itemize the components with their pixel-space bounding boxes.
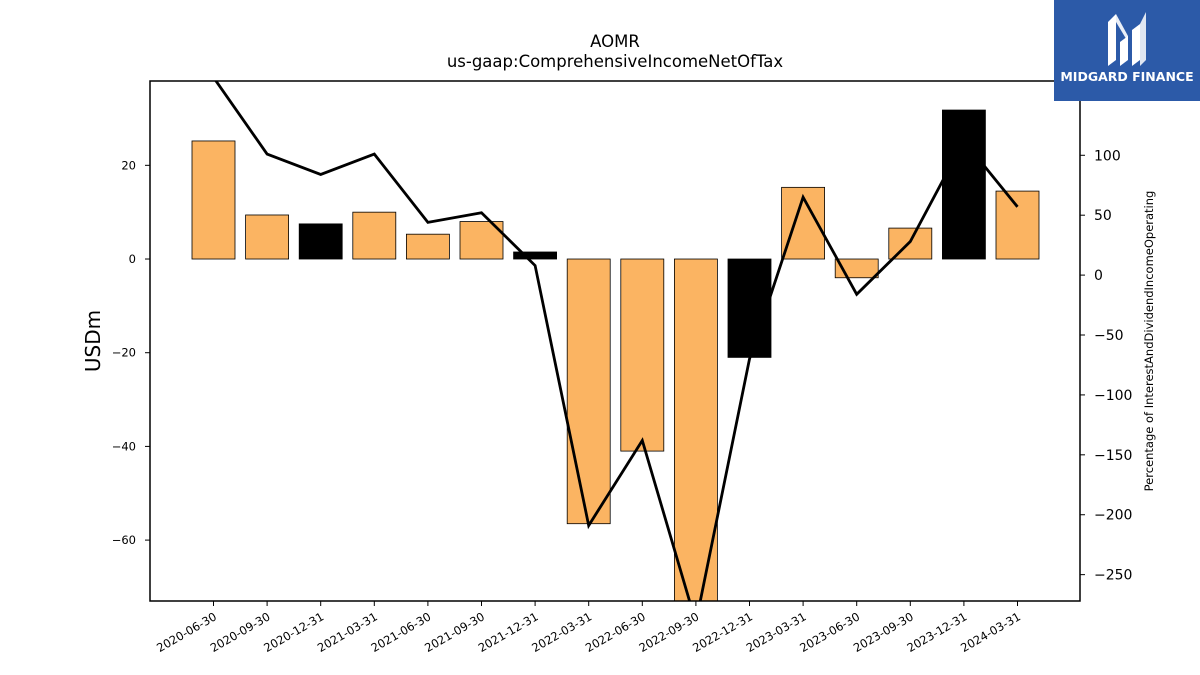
bar — [405, 233, 450, 260]
series-line — [214, 81, 1019, 601]
y2-tick-label: −50 — [1094, 328, 1124, 344]
x-tick-label: 2021-12-31 — [476, 609, 541, 655]
logo-text: MIDGARD FINANCE — [1060, 69, 1194, 84]
bar — [942, 109, 986, 260]
bar — [727, 258, 772, 358]
x-tick-label: 2021-06-30 — [369, 609, 434, 655]
midgard-logo: MIDGARD FINANCE — [1054, 0, 1200, 101]
x-tick-label: 2020-09-30 — [208, 609, 273, 655]
midgard-logo-icon — [1108, 12, 1146, 66]
y-tick-label: −60 — [112, 533, 136, 547]
y-axis-label: USDm — [81, 310, 105, 372]
bar — [245, 214, 290, 260]
y-tick-label: 20 — [121, 158, 136, 172]
bar — [513, 251, 557, 260]
y-tick-label: −20 — [112, 346, 136, 360]
bar — [674, 258, 718, 601]
x-tick-label: 2020-06-30 — [154, 609, 219, 655]
x-tick-label: 2023-09-30 — [851, 609, 916, 655]
x-tick-label: 2021-09-30 — [422, 609, 487, 655]
bar — [191, 140, 236, 260]
x-tick-label: 2022-09-30 — [637, 609, 702, 655]
x-tick-label: 2023-06-30 — [797, 609, 862, 655]
x-tick-label: 2023-12-31 — [905, 609, 970, 655]
bar — [620, 258, 665, 452]
x-tick-label: 2022-06-30 — [583, 609, 648, 655]
y2-tick-label: 50 — [1094, 208, 1112, 224]
y2-tick-label: −200 — [1094, 508, 1132, 524]
x-tick-label: 2022-03-31 — [529, 609, 594, 655]
chart-subtitle: us-gaap:ComprehensiveIncomeNetOfTax — [446, 52, 784, 71]
plot-layer — [191, 81, 1040, 601]
x-tick-label: 2020-12-31 — [261, 609, 326, 655]
x-tick-label: 2024-03-31 — [958, 609, 1023, 655]
y2-axis-label: Percentage of InterestAndDividendIncomeO… — [1142, 191, 1156, 492]
y-tick-label: −40 — [112, 439, 136, 453]
y2-tick-label: −150 — [1094, 448, 1132, 464]
x-tick-label: 2021-03-31 — [315, 609, 380, 655]
chart-title: AOMR — [590, 32, 640, 51]
plot-frame — [149, 80, 1081, 602]
x-tick-label: 2022-12-31 — [690, 609, 755, 655]
x-tick-label: 2023-03-31 — [744, 609, 809, 655]
y2-tick-label: 0 — [1094, 268, 1103, 284]
y2-tick-label: −100 — [1094, 388, 1132, 404]
bar — [566, 258, 611, 525]
bar — [352, 211, 397, 260]
y2-tick-label: −250 — [1094, 568, 1132, 584]
y2-tick-label: 100 — [1094, 148, 1121, 164]
bar — [995, 190, 1040, 260]
bar — [888, 227, 933, 260]
bar — [298, 223, 343, 260]
y-tick-label: 0 — [129, 252, 136, 266]
